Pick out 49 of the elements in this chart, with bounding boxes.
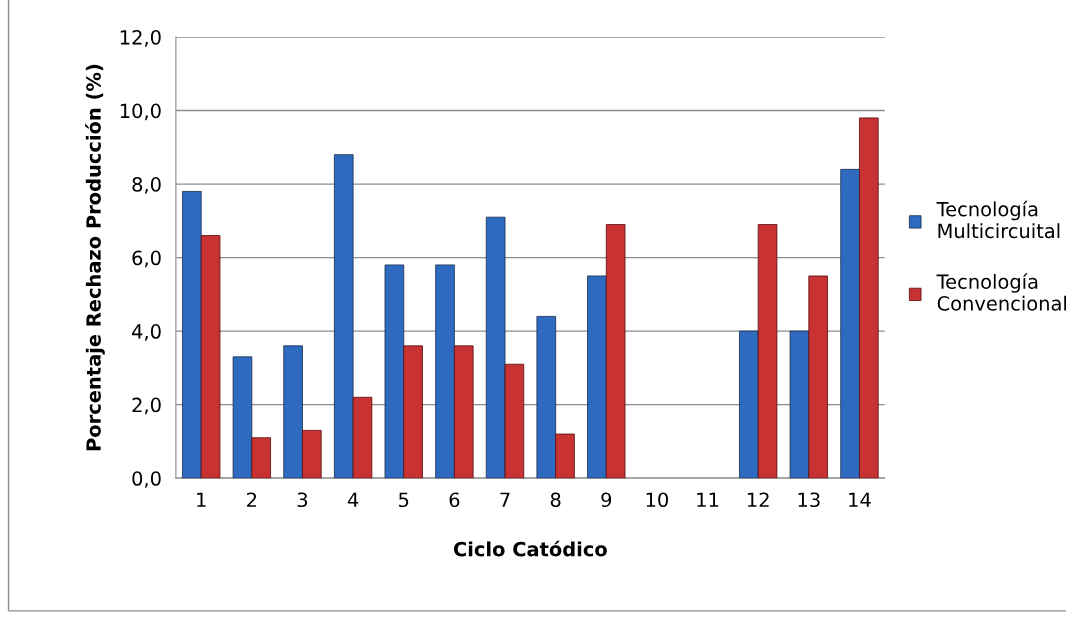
legend-label: Tecnología Multicircuital	[936, 200, 1060, 239]
x-tick-label: 9	[601, 492, 612, 508]
bar	[485, 216, 506, 479]
bar	[453, 345, 474, 479]
x-tick-label: 3	[297, 492, 308, 508]
bar	[333, 154, 354, 479]
bar	[789, 330, 810, 479]
bar	[536, 316, 557, 479]
x-tick-label: 13	[798, 492, 820, 508]
bar	[200, 235, 221, 479]
x-tick-label: 10	[646, 492, 668, 508]
bar	[352, 396, 373, 479]
bar	[587, 275, 607, 479]
x-tick-label: 11	[697, 492, 719, 507]
y-tick-label: 0,0	[132, 471, 161, 488]
x-tick-label: 6	[449, 492, 460, 508]
bar	[757, 224, 778, 479]
bar	[251, 437, 271, 479]
bar	[182, 191, 202, 479]
x-tick-label: 12	[747, 492, 769, 507]
bar	[555, 433, 575, 479]
x-tick-label: 14	[849, 492, 871, 507]
bar	[435, 264, 455, 479]
x-axis-title: Ciclo Catódico	[453, 540, 607, 557]
bar	[840, 168, 860, 479]
x-tick-label: 1	[197, 492, 206, 507]
bar	[403, 345, 423, 479]
y-tick-label: 12,0	[120, 29, 161, 47]
y-tick-label: 10,0	[120, 103, 161, 121]
legend-label: Tecnología Convencional	[936, 273, 1066, 311]
bar	[739, 330, 759, 479]
bar	[808, 275, 828, 479]
x-tick-label: 7	[500, 492, 510, 507]
bar	[504, 363, 525, 479]
y-axis-title: Porcentaje Rechazo Producción (%)	[85, 64, 105, 451]
x-tick-label: 8	[550, 492, 561, 508]
bar	[283, 345, 303, 479]
y-tick-label: 2,0	[132, 397, 161, 415]
x-tick-label: 5	[399, 492, 409, 508]
bar	[232, 356, 253, 479]
bar	[605, 224, 626, 479]
y-tick-label: 6,0	[132, 250, 161, 268]
x-tick-label: 2	[247, 492, 257, 507]
y-tick-label: 8,0	[132, 177, 161, 194]
bar	[859, 117, 879, 479]
x-tick-label: 4	[347, 492, 359, 507]
bar	[384, 264, 405, 479]
bar	[302, 429, 322, 479]
y-tick-label: 4,0	[132, 324, 161, 341]
